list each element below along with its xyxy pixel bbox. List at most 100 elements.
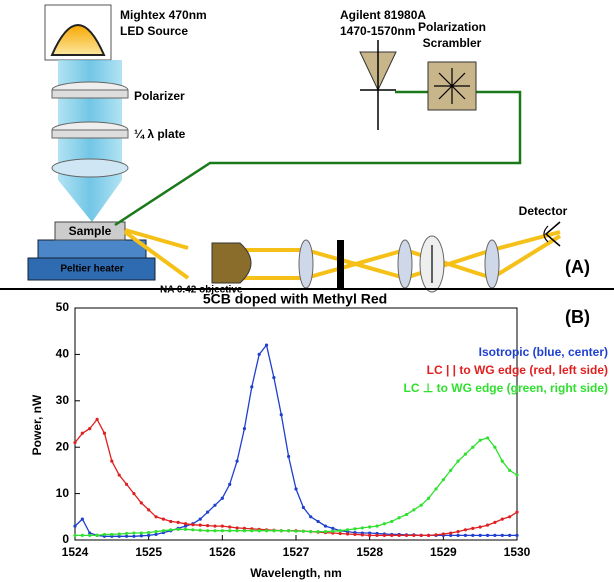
data-point	[317, 530, 320, 533]
data-point	[456, 530, 459, 533]
data-point	[177, 521, 180, 524]
data-point	[479, 439, 482, 442]
data-point	[213, 529, 216, 532]
data-point	[471, 534, 474, 537]
data-point	[383, 534, 386, 537]
data-point	[96, 418, 99, 421]
label: 1470-1570nm	[340, 24, 415, 38]
data-point	[280, 413, 283, 416]
data-point	[456, 460, 459, 463]
data-point	[235, 526, 238, 529]
data-point	[272, 376, 275, 379]
legend-entry: LC ⊥ to WG edge (green, right side)	[404, 381, 608, 395]
data-point	[412, 508, 415, 511]
data-point	[280, 529, 283, 532]
label: Mightex 470nm	[120, 8, 207, 22]
data-point	[118, 532, 121, 535]
heater	[38, 240, 146, 258]
label: Peltier heater	[60, 264, 123, 275]
data-point	[272, 529, 275, 532]
data-point	[390, 534, 393, 537]
legend-entry: LC | | to WG edge (red, left side)	[427, 363, 608, 377]
data-point	[199, 524, 202, 527]
data-point	[479, 525, 482, 528]
data-point	[353, 527, 356, 530]
data-point	[464, 528, 467, 531]
data-point	[81, 518, 84, 521]
data-point	[235, 529, 238, 532]
data-point	[250, 385, 253, 388]
data-point	[493, 534, 496, 537]
data-point	[154, 533, 157, 536]
data-point	[434, 533, 437, 536]
data-point	[169, 520, 172, 523]
data-point	[302, 530, 305, 533]
label: Detector	[519, 204, 568, 218]
panel-label: (A)	[565, 257, 590, 277]
lens	[398, 240, 412, 288]
data-point	[213, 524, 216, 527]
data-point	[383, 522, 386, 525]
chart-title: 5CB doped with Methyl Red	[203, 291, 387, 307]
data-point	[501, 460, 504, 463]
data-point	[206, 529, 209, 532]
y-tick-label: 50	[56, 300, 70, 314]
data-point	[449, 469, 452, 472]
data-point	[501, 534, 504, 537]
lens	[299, 240, 313, 288]
data-point	[169, 528, 172, 531]
data-point	[88, 534, 91, 537]
data-point	[420, 504, 423, 507]
x-tick-label: 1527	[283, 545, 310, 559]
scrambler-arrows	[434, 68, 470, 104]
data-point	[493, 521, 496, 524]
data-point	[140, 534, 143, 537]
data-point	[228, 529, 231, 532]
data-point	[265, 529, 268, 532]
data-point	[515, 534, 518, 537]
data-point	[339, 529, 342, 532]
data-point	[191, 528, 194, 531]
data-point	[73, 524, 76, 527]
data-point	[339, 532, 342, 535]
x-tick-label: 1524	[62, 545, 89, 559]
data-point	[493, 446, 496, 449]
data-point	[309, 530, 312, 533]
data-point	[287, 455, 290, 458]
data-point	[154, 530, 157, 533]
plot-frame	[75, 308, 517, 540]
data-point	[471, 446, 474, 449]
data-point	[132, 535, 135, 538]
x-axis-label: Wavelength, nm	[250, 566, 342, 580]
data-point	[294, 487, 297, 490]
data-point	[228, 483, 231, 486]
slit	[337, 240, 344, 288]
data-point	[508, 515, 511, 518]
data-point	[140, 501, 143, 504]
data-point	[427, 497, 430, 500]
data-point	[199, 529, 202, 532]
data-point	[508, 469, 511, 472]
data-point	[125, 532, 128, 535]
y-tick-label: 0	[62, 532, 69, 546]
label: Polarizer	[134, 89, 185, 103]
data-point	[147, 534, 150, 537]
data-point	[501, 518, 504, 521]
data-point	[302, 506, 305, 509]
data-point	[81, 432, 84, 435]
y-tick-label: 40	[56, 347, 70, 361]
data-point	[412, 534, 415, 537]
data-point	[132, 492, 135, 495]
data-point	[442, 478, 445, 481]
data-point	[405, 534, 408, 537]
data-point	[206, 524, 209, 527]
data-point	[184, 522, 187, 525]
series-line	[75, 419, 517, 535]
data-point	[464, 453, 467, 456]
data-point	[125, 483, 128, 486]
data-point	[368, 534, 371, 537]
data-point	[324, 530, 327, 533]
data-point	[235, 460, 238, 463]
x-tick-label: 1530	[504, 545, 531, 559]
data-point	[486, 436, 489, 439]
